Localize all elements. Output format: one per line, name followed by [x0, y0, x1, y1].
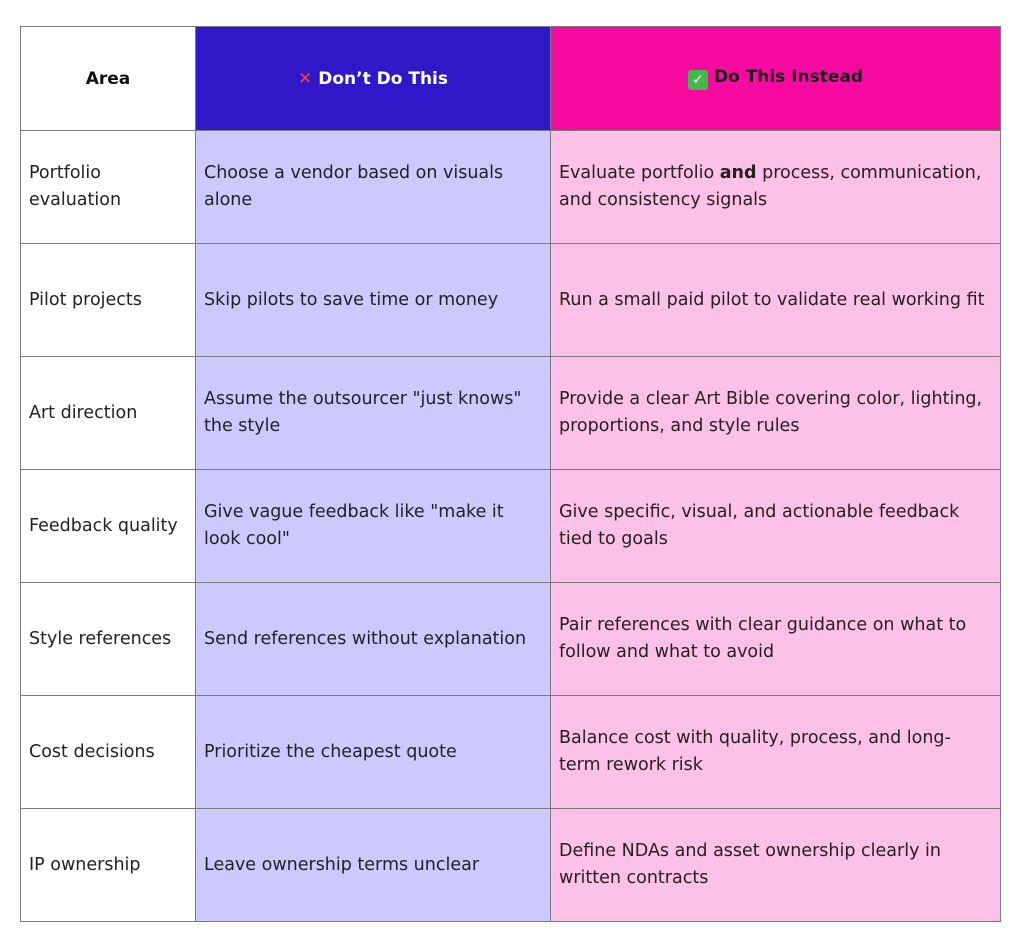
area-cell: Feedback quality [20, 469, 196, 583]
header-do: ✓ Do This Instead [550, 26, 1001, 131]
header-dont: ✕ Don’t Do This [195, 26, 551, 131]
dont-cell: Send references without explanation [195, 582, 551, 696]
dont-cell: Leave ownership terms unclear [195, 808, 551, 922]
do-cell: Pair references with clear guidance on w… [550, 582, 1001, 696]
table-row: Pilot projects Skip pilots to save time … [20, 243, 1001, 357]
area-cell: IP ownership [20, 808, 196, 922]
table-row: Art direction Assume the outsourcer "jus… [20, 356, 1001, 470]
do-cell: Evaluate portfolio and process, communic… [550, 130, 1001, 244]
table-row: IP ownership Leave ownership terms uncle… [20, 808, 1001, 922]
dont-cell: Choose a vendor based on visuals alone [195, 130, 551, 244]
area-cell: Art direction [20, 356, 196, 470]
do-text-start: Evaluate portfolio [559, 163, 720, 183]
do-text-bold: and [719, 163, 757, 183]
table-row: Cost decisions Prioritize the cheapest q… [20, 695, 1001, 809]
cross-mark-icon: ✕ [298, 68, 313, 89]
table-body: Portfolio evaluation Choose a vendor bas… [20, 130, 1001, 922]
area-cell: Pilot projects [20, 243, 196, 357]
table-row: Feedback quality Give vague feedback lik… [20, 469, 1001, 583]
area-cell: Cost decisions [20, 695, 196, 809]
dont-cell: Give vague feedback like "make it look c… [195, 469, 551, 583]
do-text-end: process, communication, and consistency … [559, 163, 982, 210]
do-cell: Balance cost with quality, process, and … [550, 695, 1001, 809]
check-mark-icon: ✓ [687, 70, 708, 90]
area-cell: Portfolio evaluation [20, 130, 196, 244]
dont-cell: Assume the outsourcer "just knows" the s… [195, 356, 551, 470]
do-cell: Provide a clear Art Bible covering color… [550, 356, 1001, 470]
table-header: Area ✕ Don’t Do This ✓ Do This Instead [20, 26, 1001, 131]
comparison-table: Area ✕ Don’t Do This ✓ Do This Instead Por… [20, 26, 1001, 922]
do-cell: Run a small paid pilot to validate real … [550, 243, 1001, 357]
table-row: Style references Send references without… [20, 582, 1001, 696]
do-cell: Define NDAs and asset ownership clearly … [550, 808, 1001, 922]
area-cell: Style references [20, 582, 196, 696]
header-row: Area ✕ Don’t Do This ✓ Do This Instead [20, 26, 1001, 131]
dont-cell: Prioritize the cheapest quote [195, 695, 551, 809]
table-row: Portfolio evaluation Choose a vendor bas… [20, 130, 1001, 244]
header-do-label: Do This Instead [713, 67, 864, 87]
dont-cell: Skip pilots to save time or money [195, 243, 551, 357]
header-area: Area [20, 26, 196, 131]
header-dont-label: Don’t Do This [318, 68, 448, 89]
do-cell: Give specific, visual, and actionable fe… [550, 469, 1001, 583]
